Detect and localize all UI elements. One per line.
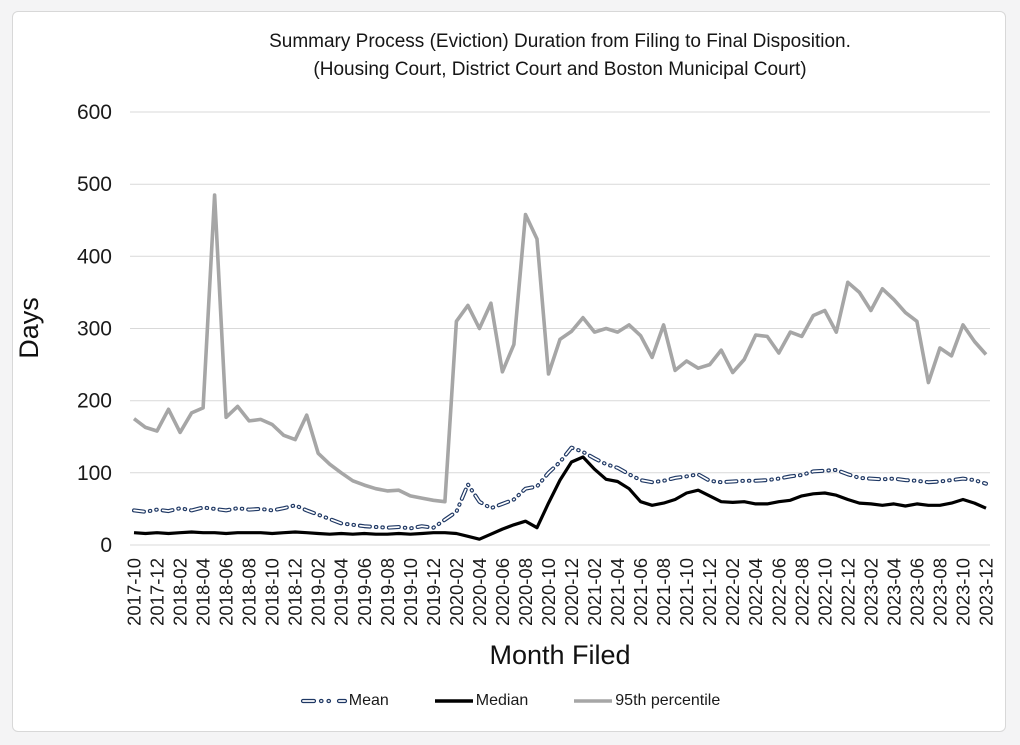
x-tick-label: 2019-04 [331, 558, 352, 626]
series-95th-percentile [132, 193, 988, 504]
x-tick-label: 2019-10 [400, 558, 421, 626]
x-tick-label: 2023-04 [883, 558, 904, 626]
x-tick-label: 2018-12 [285, 558, 306, 626]
chart-card: Summary Process (Eviction) Duration from… [12, 11, 1006, 732]
y-tick-label: 400 [77, 245, 112, 268]
x-tick-label: 2022-06 [768, 558, 789, 626]
x-tick-label: 2023-08 [929, 558, 950, 626]
x-tick-label: 2017-12 [147, 558, 168, 626]
x-tick-label: 2020-10 [538, 558, 559, 626]
chart-legend: Mean Median 95th percentile [13, 692, 1007, 710]
x-tick-label: 2018-04 [193, 558, 214, 626]
y-tick-label: 300 [77, 318, 112, 341]
x-tick-label: 2021-08 [653, 558, 674, 626]
x-tick-label: 2022-10 [814, 558, 835, 626]
line-chart-plot-area: 0 100 200 300 400 500 600 2017-10 2017-12 2018-02… [77, 101, 997, 626]
legend-item-95th-percentile: 95th percentile [572, 692, 720, 710]
x-tick-label: 2017-10 [124, 558, 145, 626]
y-tick-label: 500 [77, 173, 112, 196]
y-tick-label: 200 [77, 390, 112, 413]
x-tick-label: 2023-02 [860, 558, 881, 626]
x-tick-label: 2019-08 [377, 558, 398, 626]
chart-title-line2: (Housing Court, District Court and Bosto… [313, 59, 807, 80]
x-tick-label: 2021-04 [607, 558, 628, 626]
x-tick-label: 2018-06 [216, 558, 237, 626]
x-tick-label: 2018-02 [170, 558, 191, 626]
x-tick-label: 2018-10 [262, 558, 283, 626]
chart-title: Summary Process (Eviction) Duration from… [134, 28, 986, 84]
x-tick-label: 2022-04 [745, 558, 766, 626]
y-tick-label: 0 [100, 534, 112, 557]
series-mean-inner [133, 446, 987, 530]
x-tick-label: 2023-10 [953, 558, 974, 626]
x-tick-label: 2019-06 [354, 558, 375, 626]
mean-line-sample-icon [300, 698, 347, 704]
x-axis-title: Month Filed [489, 640, 631, 670]
x-tick-label: 2019-12 [423, 558, 444, 626]
legend-item-mean: Mean [300, 692, 389, 710]
x-tick-label: 2022-12 [837, 558, 858, 626]
legend-label-mean: Mean [348, 692, 389, 709]
percentile-line-sample-icon [574, 699, 613, 703]
series-mean [132, 445, 988, 531]
legend-label-95th-percentile: 95th percentile [615, 692, 721, 709]
x-tick-label: 2023-06 [906, 558, 927, 626]
x-tick-label: 2021-12 [699, 558, 720, 626]
x-tick-label: 2020-04 [469, 558, 490, 626]
x-tick-label: 2020-08 [515, 558, 536, 626]
y-tick-label: 100 [77, 462, 112, 485]
chart-title-line1: Summary Process (Eviction) Duration from… [269, 31, 851, 52]
x-tick-label: 2019-02 [308, 558, 329, 626]
series-median [133, 455, 987, 541]
x-tick-label: 2022-02 [722, 558, 743, 626]
x-tick-label: 2023-12 [976, 558, 997, 626]
legend-item-median: Median [433, 692, 528, 710]
y-tick-label: 600 [77, 101, 112, 124]
x-tick-label: 2021-06 [630, 558, 651, 626]
legend-label-median: Median [475, 692, 529, 709]
x-tick-label: 2022-08 [791, 558, 812, 626]
x-tick-label: 2021-10 [676, 558, 697, 626]
median-line-sample-icon [434, 699, 473, 703]
x-tick-label: 2020-06 [492, 558, 513, 626]
x-tick-label: 2020-02 [446, 558, 467, 626]
x-tick-label: 2018-08 [239, 558, 260, 626]
x-tick-label: 2021-02 [584, 558, 605, 626]
x-tick-label: 2020-12 [561, 558, 582, 626]
